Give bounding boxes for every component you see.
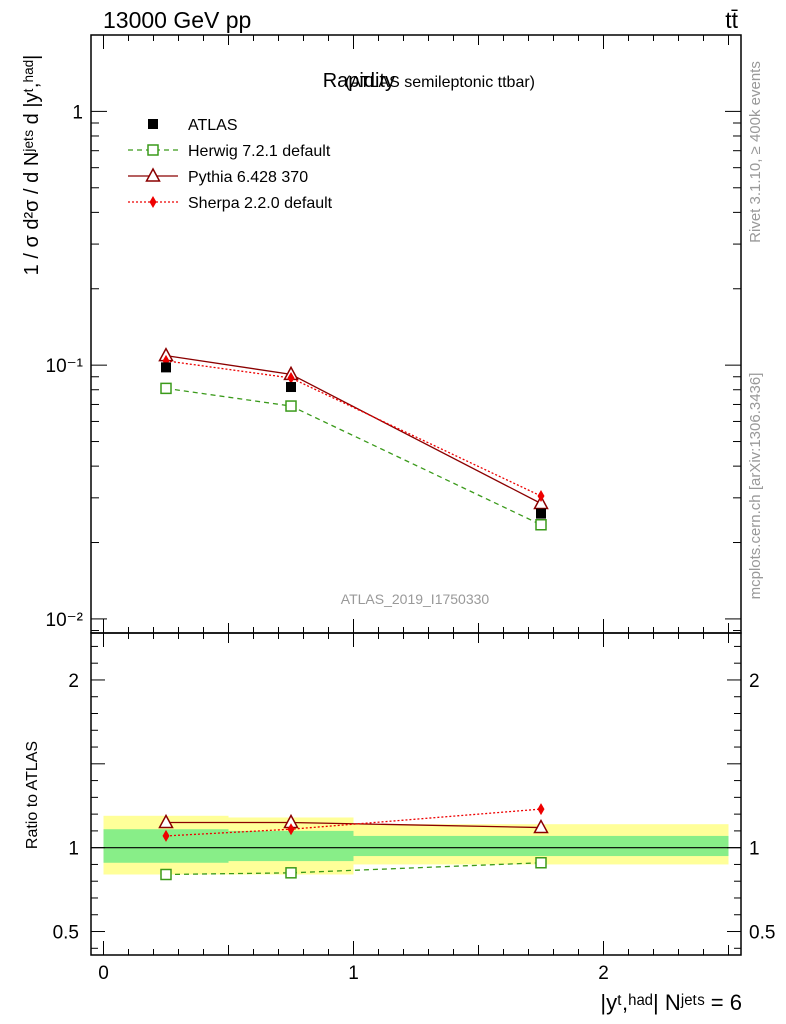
herwig-ratio-point [160,868,172,881]
sherpa-ratio-point [162,829,170,842]
herwig-point [535,518,547,531]
atlas-point [536,508,546,519]
pythia-line [165,355,542,505]
ratio-band-inner [228,830,354,862]
plot-subtitle: (ATLAS semileptonic ttbar) [345,74,535,91]
pythia-ratio-point [158,813,174,829]
ratio-panel: 2 2 1 1 0.5 0.5 0 1 2 Ratio to ATLAS |yᵗ,ʰᵃᵈ| Nʲ… [24,632,775,1015]
legend-marker-atlas [148,119,158,129]
x-tick-label: 0 [98,963,109,984]
ratio-y-tick-label-left: 2 [68,671,79,692]
legend-label-sherpa: Sherpa 2.2.0 default [188,195,333,212]
atlas-point [286,382,296,393]
ratio-band-inner [353,835,729,857]
herwig-ratio-line [165,862,542,876]
x-tick-label: 1 [348,963,359,984]
legend-marker-herwig [147,144,159,156]
ratio-series [158,803,549,881]
legend: ATLAS Herwig 7.2.1 default Pythia 6.428 37… [128,117,333,212]
energy-label: 13000 GeV pp [103,7,251,33]
sherpa-point [537,490,545,503]
pythia-point [533,494,549,510]
legend-marker-sherpa [149,196,157,208]
ratio-uncertainty-bands [103,815,729,875]
legend-label-atlas: ATLAS [188,117,238,134]
ratio-ticks: 2 2 1 1 0.5 0.5 0 1 2 [53,633,775,984]
sherpa-ratio-point [287,823,295,836]
herwig-line [165,387,542,526]
legend-label-pythia: Pythia 6.428 370 [188,169,308,186]
atlas-point [161,362,171,373]
y-tick-label: 10⁻² [46,610,84,631]
x-tick-label: 2 [598,963,609,984]
y-tick-label: 10⁻¹ [46,356,84,377]
ratio-y-tick-label-right: 2 [749,671,760,692]
legend-label-herwig: Herwig 7.2.1 default [188,143,331,160]
ratio-y-tick-label-right: 1 [749,839,760,860]
ratio-y-tick-label-right: 0.5 [749,923,775,944]
sherpa-line [165,360,542,497]
sherpa-point [287,371,295,384]
y-tick-label: 1 [72,102,83,123]
x-axis-label: |yᵗ,ʰᵃᵈ| Nʲᵉᵗˢ = 6 [600,990,742,1015]
analysis-watermark: ATLAS_2019_I1750330 [341,591,490,607]
mcplots-reference-label: mcplots.cern.ch [arXiv:1306.3436] [747,373,764,600]
process-label: tt̄ [725,7,738,33]
main-series [158,347,549,531]
rivet-version-label: Rivet 3.1.10, ≥ 400k events [747,61,764,243]
ratio-panel-frame [90,632,742,956]
plot-title: Rapidity [323,70,395,92]
herwig-point [160,382,172,395]
legend-marker-pythia [145,167,161,182]
herwig-ratio-point [285,867,297,879]
ratio-y-tick-label-left: 1 [68,839,79,860]
main-y-axis-label: 1 / σ d²σ / d Nʲᵉᵗˢ d |yᵗ,ʰᵃᵈ| [21,55,43,276]
ratio-y-tick-label-left: 0.5 [53,923,79,944]
ratio-y-axis-label: Ratio to ATLAS [24,741,41,849]
main-panel: 1 10⁻¹ 10⁻² Rapidity (ATLAS semileptonic t… [21,34,742,634]
sherpa-ratio-point [537,803,545,816]
herwig-point [285,400,297,412]
herwig-ratio-point [535,857,547,869]
pythia-ratio-point [533,818,549,834]
main-ticks: 1 10⁻¹ 10⁻² [46,34,741,633]
